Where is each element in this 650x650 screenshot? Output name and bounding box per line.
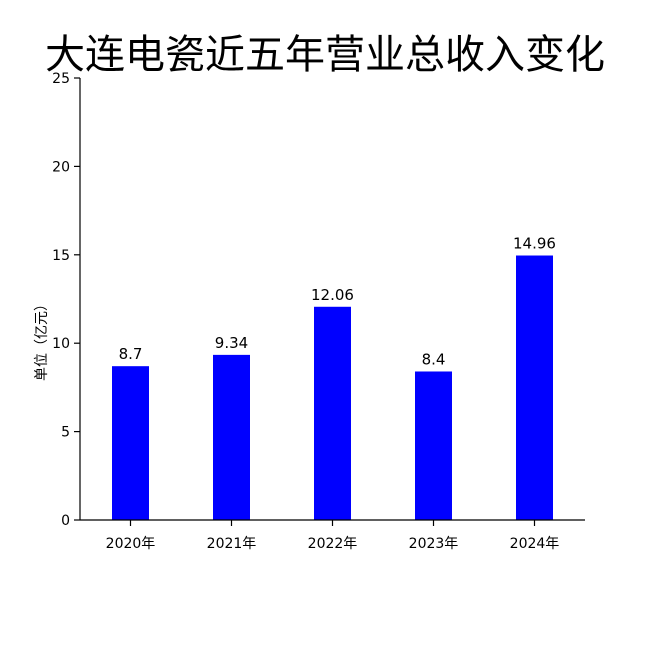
value-labels-group: 8.7 9.34 12.06 8.4 14.96	[119, 235, 556, 369]
bar	[213, 354, 250, 520]
y-tick-label: 5	[61, 425, 70, 441]
x-tick-label: 2024年	[510, 536, 560, 552]
y-tick-label: 10	[52, 336, 70, 352]
y-axis-title: 单位（亿元）	[34, 297, 50, 381]
bar-value-label: 14.96	[513, 235, 556, 253]
bar-value-label: 8.4	[422, 350, 446, 368]
bar	[516, 255, 553, 520]
bar-value-label: 9.34	[215, 334, 248, 352]
y-tick-label: 25	[52, 71, 70, 87]
bar	[415, 371, 452, 520]
bars-group	[112, 255, 553, 520]
bar-value-label: 8.7	[119, 345, 143, 363]
bar	[112, 366, 149, 520]
chart-title: 大连电瓷近五年营业总收入变化	[45, 32, 605, 78]
bar-value-label: 12.06	[311, 286, 354, 304]
y-tick-label: 20	[52, 159, 70, 175]
x-tick-label: 2021年	[207, 536, 257, 552]
y-ticks-group: 0 5 10 15 20 25	[52, 71, 80, 529]
y-tick-label: 0	[61, 513, 70, 529]
bar	[314, 306, 351, 520]
x-tick-label: 2023年	[409, 536, 459, 552]
x-tick-label: 2020年	[106, 536, 156, 552]
x-ticks-group: 2020年 2021年 2022年 2023年 2024年	[106, 520, 560, 552]
x-tick-label: 2022年	[308, 536, 358, 552]
y-tick-label: 15	[52, 248, 70, 264]
